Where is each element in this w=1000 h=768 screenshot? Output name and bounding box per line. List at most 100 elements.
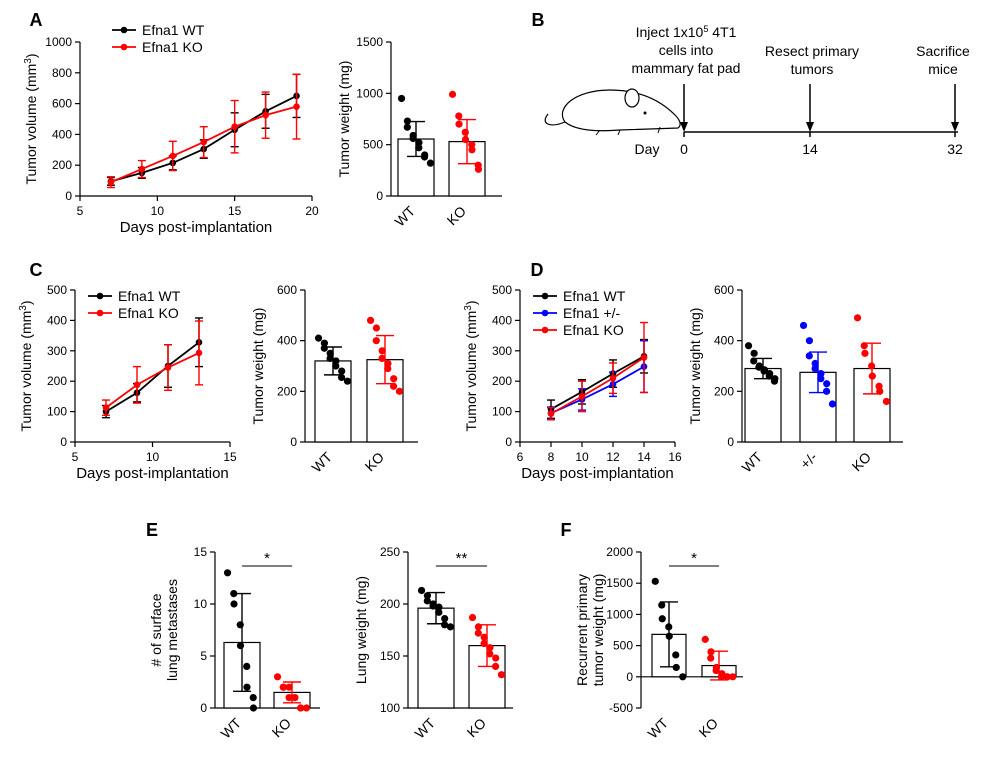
x-tick-label: 10 (575, 450, 589, 464)
data-point (343, 377, 352, 385)
data-point (729, 673, 737, 681)
event-label: cells into (659, 42, 714, 58)
data-point (822, 387, 831, 395)
y-tick-label: 400 (714, 334, 734, 348)
data-point (770, 377, 779, 385)
data-point (707, 654, 715, 662)
y-axis-label: tumor weight (mg) (590, 574, 606, 687)
y-tick-label: 1000 (606, 607, 633, 621)
y-tick-label: 5 (200, 649, 207, 663)
data-point (811, 359, 819, 368)
data-point (164, 364, 172, 371)
panel-letter-a: A (30, 10, 43, 30)
data-point (378, 347, 386, 355)
bar-group-wt (744, 342, 782, 443)
mouse-feet (595, 126, 661, 136)
y-axis-label: Lung weight (mg) (353, 576, 369, 684)
y-tick-label: 200 (277, 384, 297, 398)
y-tick-label: 0 (727, 435, 734, 449)
y-tick-label: 600 (52, 97, 72, 111)
data-point (389, 382, 398, 390)
timeline-event-14: Resect primary tumors 14 (765, 43, 859, 157)
chart-E-lungweight: 100 150 200 250 Lung weight (mg) WT KO ** (353, 545, 513, 742)
data-point (860, 342, 868, 350)
chart-D-volume: 0 100 200 300 400 500 Tumor volume (mm3) 6 8 10 12… (463, 283, 682, 482)
y-tick-label: 200 (47, 374, 67, 388)
data-point (712, 666, 720, 675)
data-point (429, 602, 437, 610)
y-tick-label: 1500 (356, 35, 383, 49)
event-arrowhead (680, 122, 688, 132)
mouse-eye (643, 111, 647, 115)
panel-letter-f: F (561, 520, 572, 540)
data-point (446, 623, 455, 631)
data-point (435, 603, 443, 611)
data-point (750, 357, 758, 365)
chart-D-weight: 0 200 400 600 Tumor weight (mg) WT +/- KO (687, 283, 903, 476)
data-point (750, 349, 758, 357)
y-tick-label: 400 (47, 313, 67, 327)
timeline-event-0: Inject 1x105 4T1 cells into mammary fat pa… (632, 24, 741, 157)
legend-swatch-marker (541, 326, 549, 334)
day-label: 0 (680, 141, 688, 157)
significance-label: * (264, 550, 270, 567)
data-point (384, 359, 392, 368)
data-point (755, 363, 763, 371)
y-tick-label: 400 (277, 334, 297, 348)
data-point (723, 673, 731, 681)
x-tick-label: 14 (637, 450, 651, 464)
data-point (497, 671, 506, 679)
y-tick-label: 200 (380, 597, 400, 611)
y-tick-label: 15 (194, 545, 208, 559)
y-tick-label: 0 (200, 701, 207, 715)
legend-label: Efna1 WT (118, 288, 181, 304)
data-point (409, 134, 417, 143)
data-point (236, 642, 245, 650)
series-efna1-ko (102, 320, 203, 416)
y-tick-label: 200 (52, 158, 72, 172)
y-tick-label: 300 (47, 344, 67, 358)
x-tick-label: 20 (305, 204, 319, 218)
data-point (455, 112, 463, 120)
y-tick-label: 300 (492, 344, 512, 358)
legend-swatch-marker (96, 309, 104, 317)
data-point (285, 683, 293, 691)
data-point (372, 337, 380, 345)
y-tick-label: 600 (714, 283, 734, 297)
data-point (474, 165, 483, 173)
legend-swatch-marker (96, 292, 104, 300)
panel-letter-c: C (30, 260, 43, 280)
data-point (480, 633, 488, 641)
bar-group-ko (448, 90, 486, 197)
y-tick-label: 500 (47, 283, 67, 297)
y-tick-label: 10 (194, 597, 208, 611)
x-category-label: +/- (797, 449, 820, 472)
bar-group-wt (314, 334, 352, 443)
data-point (169, 152, 177, 160)
event-label: tumors (791, 61, 834, 77)
chart-A-weight: 0 500 1000 1500 Tumor weight (mg) WT KO (336, 35, 502, 230)
bar-group-ko (273, 673, 311, 712)
data-point (326, 349, 334, 357)
bar-group-ko (853, 314, 891, 443)
legend-label: Efna1 WT (563, 288, 626, 304)
series-efna1-ko (547, 321, 648, 421)
data-point (102, 404, 110, 411)
data-point (679, 673, 687, 681)
event-arrowhead (806, 122, 814, 132)
data-point (415, 139, 423, 147)
data-point (640, 354, 648, 361)
mouse-tail (544, 113, 566, 126)
data-point (765, 372, 773, 380)
series-efna1-wt (102, 317, 203, 419)
data-point (249, 704, 258, 712)
day-label: 32 (947, 141, 963, 157)
bar-group-ko (701, 635, 737, 681)
x-tick-label: 10 (146, 450, 160, 464)
legend-swatch-marker (541, 309, 549, 317)
x-category-label: KO (361, 449, 387, 475)
data-point (293, 103, 300, 110)
y-axis-label: lung metastases (164, 579, 180, 681)
